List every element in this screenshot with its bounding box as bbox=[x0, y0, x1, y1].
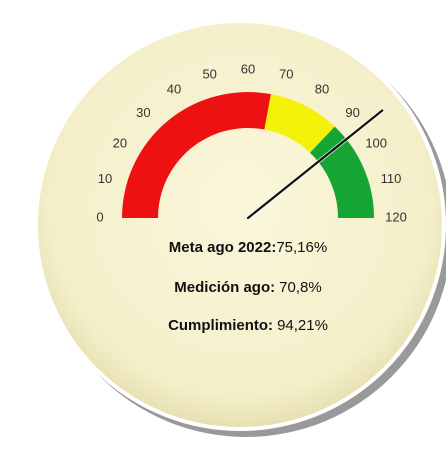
meta-label: Meta ago 2022: bbox=[169, 239, 277, 256]
medicion-value: 70,8% bbox=[279, 279, 322, 296]
tick-label: 100 bbox=[365, 135, 387, 150]
tick-label: 20 bbox=[113, 135, 127, 150]
tick-label: 30 bbox=[136, 105, 150, 120]
gauge-band bbox=[122, 92, 271, 218]
tick-label: 0 bbox=[96, 209, 103, 224]
cumplimiento-value: 94,21% bbox=[277, 317, 328, 334]
medicion-line: Medición ago: 70,8% bbox=[174, 279, 321, 296]
gauge: 0 10 20 30 40 50 60 70 80 90 100 110 120 bbox=[96, 61, 406, 224]
needle bbox=[246, 109, 384, 220]
tick-label: 40 bbox=[167, 81, 181, 96]
cumplimiento-line: Cumplimiento: 94,21% bbox=[168, 317, 328, 334]
gauge-band bbox=[309, 126, 374, 218]
meta-value: 75,16% bbox=[276, 239, 327, 256]
gauge-band bbox=[264, 94, 335, 153]
meta-line: Meta ago 2022:75,16% bbox=[169, 239, 327, 256]
tick-label: 50 bbox=[202, 66, 216, 81]
medicion-label: Medición ago: bbox=[174, 279, 275, 296]
tick-label: 80 bbox=[315, 81, 329, 96]
dial-face bbox=[34, 19, 446, 431]
tick-label: 70 bbox=[279, 66, 293, 81]
tick-label: 10 bbox=[98, 171, 112, 186]
tick-label: 110 bbox=[381, 171, 402, 186]
tick-label: 60 bbox=[241, 61, 255, 76]
tick-label: 120 bbox=[385, 209, 407, 224]
tick-label: 90 bbox=[345, 105, 359, 120]
cumplimiento-label: Cumplimiento: bbox=[168, 317, 273, 334]
